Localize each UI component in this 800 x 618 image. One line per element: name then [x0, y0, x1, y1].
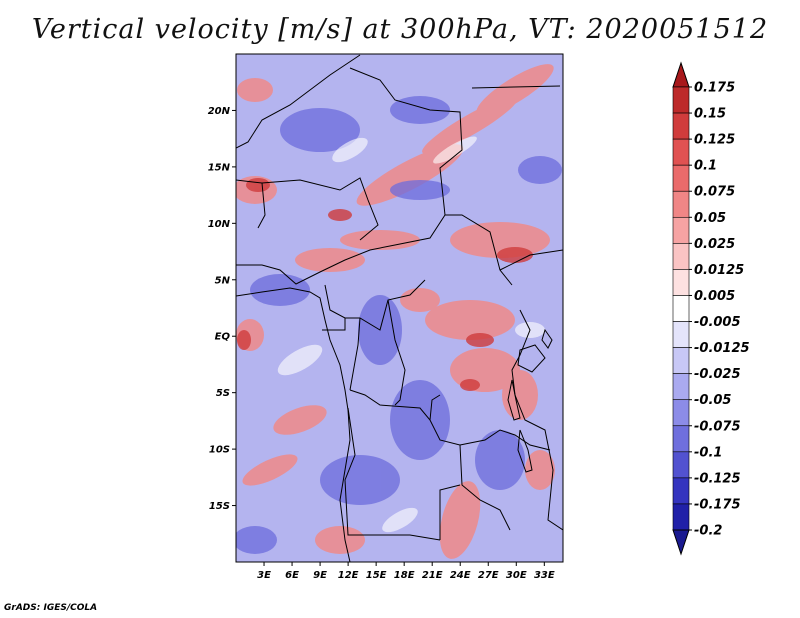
lat-tick-label: 15S — [209, 501, 230, 512]
lat-tick-label: 10S — [209, 445, 230, 456]
lon-tick-label: 3E — [257, 570, 271, 581]
colorbar-label: -0.005 — [694, 315, 741, 330]
lakes — [507, 328, 553, 473]
lon-tick-label: 18E — [394, 570, 415, 581]
colorbar-segment — [672, 138, 690, 166]
colorbar-segment — [672, 164, 690, 192]
lon-tick-label: 12E — [338, 570, 359, 581]
coastline — [236, 287, 351, 562]
colorbar-segment — [672, 112, 690, 140]
grads-credit: GrADS: IGES/COLA — [4, 603, 98, 613]
colorbar-segment — [672, 451, 690, 479]
colorbar: 0.175 0.15 0.125 0.1 0.075 0.05 0.025 0.0125 0.0… — [672, 61, 750, 556]
colorbar-segment — [672, 503, 690, 531]
map-title: Vertical velocity [m/s] at 300hPa, VT: 2… — [31, 14, 769, 45]
lat-tick-label: 10N — [208, 219, 231, 230]
lat-tick-label: 5N — [215, 275, 231, 286]
colorbar-segment — [672, 399, 690, 427]
longitude-axis: 3E 6E 9E 12E 15E 18E 21E 24E 27E 30E 33E — [257, 562, 555, 581]
lat-tick-label: 20N — [208, 106, 231, 117]
colorbar-segment — [672, 321, 690, 348]
colorbar-label: 0.0125 — [694, 263, 744, 278]
colorbar-segment — [672, 269, 690, 296]
velocity-field — [236, 54, 563, 562]
colorbar-segment — [672, 477, 690, 505]
lon-tick-label: 27E — [478, 570, 499, 581]
colorbar-segment — [672, 373, 690, 401]
colorbar-label: 0.125 — [694, 133, 735, 148]
lon-tick-label: 6E — [285, 570, 299, 581]
lon-tick-label: 21E — [422, 570, 443, 581]
colorbar-segment — [672, 295, 690, 322]
colorbar-segment — [672, 190, 690, 218]
country-borders — [236, 54, 563, 541]
colorbar-top-arrow — [672, 61, 690, 88]
lat-tick-label: 15N — [208, 162, 231, 173]
colorbar-label: 0.1 — [694, 159, 717, 174]
colorbar-label: 0.15 — [694, 107, 726, 122]
colorbar-label: -0.2 — [694, 524, 722, 539]
colorbar-label: -0.075 — [694, 419, 741, 434]
lat-tick-label: 5S — [216, 388, 230, 399]
colorbar-label: 0.175 — [694, 81, 735, 96]
colorbar-segment — [672, 216, 690, 244]
colorbar-bottom-arrow — [672, 529, 690, 556]
colorbar-label: 0.025 — [694, 237, 735, 252]
lon-tick-label: 24E — [450, 570, 471, 581]
lon-tick-label: 9E — [313, 570, 327, 581]
colorbar-label: -0.0125 — [694, 341, 750, 356]
colorbar-label: -0.05 — [694, 393, 731, 408]
colorbar-label: -0.025 — [694, 367, 741, 382]
lon-tick-label: 30E — [506, 570, 527, 581]
lon-tick-label: 15E — [366, 570, 387, 581]
map-frame — [235, 53, 564, 563]
colorbar-label: -0.125 — [694, 471, 741, 486]
colorbar-segment — [672, 86, 690, 114]
colorbar-segment — [672, 347, 690, 374]
colorbar-label: -0.1 — [694, 445, 722, 460]
lon-tick-label: 33E — [534, 570, 555, 581]
colorbar-segment — [672, 243, 690, 270]
latitude-axis: 20N 15N 10N 5N EQ 5S 10S 15S — [208, 106, 236, 512]
colorbar-label: 0.075 — [694, 185, 735, 200]
colorbar-segment — [672, 425, 690, 453]
colorbar-label: -0.175 — [694, 497, 741, 512]
lat-tick-label: EQ — [215, 332, 231, 343]
colorbar-label: 0.05 — [694, 211, 726, 226]
colorbar-label: 0.005 — [694, 289, 735, 304]
